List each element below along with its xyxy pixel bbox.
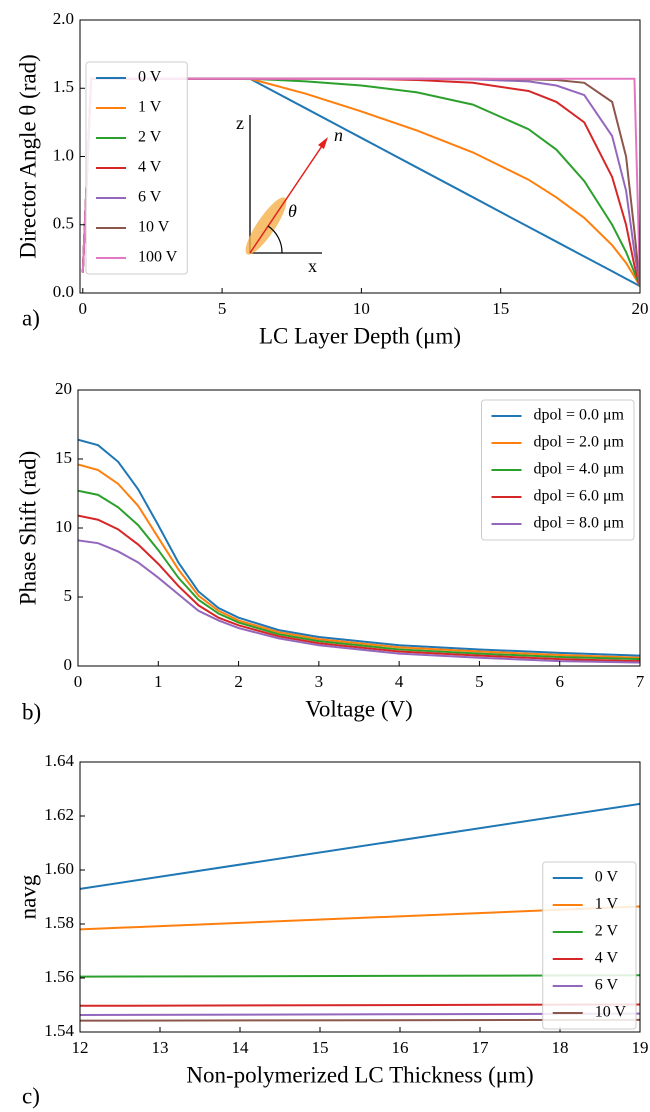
panel-label: c) [22,1083,40,1108]
x-axis-label: LC Layer Depth (μm) [259,323,461,348]
x-tick-label: 3 [315,672,324,691]
legend-label: dpol = 0.0 μm [534,407,625,424]
y-tick-label: 1.60 [44,859,74,878]
legend-label: 100 V [138,249,178,266]
panel-label: b) [22,699,41,724]
x-tick-label: 5 [475,672,484,691]
x-tick-label: 19 [632,1038,649,1057]
x-tick-label: 6 [555,672,564,691]
x-tick-label: 15 [312,1038,329,1057]
x-tick-label: 5 [218,299,227,318]
y-tick-label: 1.62 [44,805,74,824]
data-line [78,463,640,659]
x-axis-label: Voltage (V) [305,696,413,721]
inset-director [249,145,323,254]
legend-label: 6 V [138,189,162,206]
legend-label: 4 V [595,950,619,967]
y-tick-label: 10 [55,517,72,536]
y-tick-label: 1.0 [53,145,74,164]
y-tick-label: 1.58 [44,913,74,932]
legend: 0 V 1 V 2 V 4 V 6 V 10 V 100 V [85,61,188,275]
x-tick-label: 7 [636,672,645,691]
x-tick-label: 14 [232,1038,250,1057]
data-line [78,514,640,663]
x-axis-label: Non-polymerized LC Thickness (μm) [186,1062,533,1087]
inset-label: z [236,113,244,133]
legend-label: 0 V [138,69,162,86]
inset-label: x [308,256,317,276]
inset-angle-arc [267,225,283,254]
y-tick-label: 20 [55,379,72,398]
data-line [78,489,640,661]
y-axis-label: Director Angle θ (rad) [15,54,40,259]
data-line [78,539,640,664]
legend-label: dpol = 2.0 μm [534,434,625,451]
y-tick-label: 1.5 [53,77,74,96]
inset-label: θ [288,201,297,221]
x-tick-label: 12 [72,1038,89,1057]
legend-label: 2 V [138,129,162,146]
inset-label: n [334,125,343,145]
x-tick-label: 10 [353,299,370,318]
legend-label: dpol = 6.0 μm [534,488,625,505]
y-tick-label: 2.0 [53,9,74,28]
legend-label: dpol = 8.0 μm [534,515,625,532]
x-tick-label: 0 [74,672,83,691]
y-tick-label: 0 [64,655,73,674]
axes-frame [79,761,641,1033]
chart: 0 5 10 15 20 0.0 0.5 1.0 1.5 2.0 LC Layer Depth (μ… [15,9,648,348]
x-tick-label: 15 [492,299,509,318]
legend-frame [542,861,637,1030]
legend-label: 1 V [138,99,162,116]
legend-label: 10 V [138,219,170,236]
legend-label: dpol = 4.0 μm [534,461,625,478]
data-line [80,802,640,890]
legend-frame [85,61,188,275]
y-tick-label: 1.64 [44,751,74,770]
x-tick-label: 16 [392,1038,409,1057]
y-axis-label: Phase Shift (rad) [15,451,40,606]
legend-label: 10 V [595,1004,627,1021]
legend-label: 4 V [138,159,162,176]
y-tick-label: 0.5 [53,214,74,233]
x-tick-label: 2 [234,672,243,691]
legend-label: 2 V [595,923,619,940]
y-tick-label: 1.56 [44,967,74,986]
x-tick-label: 20 [632,299,649,318]
inset-molecule [245,197,287,255]
y-tick-label: 5 [64,586,73,605]
x-tick-label: 13 [152,1038,169,1057]
x-tick-label: 1 [154,672,163,691]
legend: dpol = 0.0 μm dpol = 2.0 μm dpol = 4.0 μm d… [481,399,635,541]
y-tick-label: 0.0 [53,282,74,301]
x-tick-label: 0 [79,299,88,318]
y-axis-label: navg [15,874,40,919]
chart: 12 13 14 15 16 17 18 19 1.54 1.56 1.58 1.60 1.62 1.64… [15,751,648,1108]
x-tick-label: 4 [395,672,404,691]
x-tick-label: 18 [552,1038,569,1057]
x-tick-label: 17 [472,1038,490,1057]
legend-label: 1 V [595,896,619,913]
legend-label: 6 V [595,977,619,994]
plot-area [78,438,640,664]
chart: 0 1 2 3 4 5 6 7 0 5 10 15 20 Voltage (V) Phase Shift (… [15,379,644,724]
y-tick-label: 15 [55,448,72,467]
panel-label: a) [22,305,40,330]
inset-diagram: z x n θ [236,113,343,276]
legend: 0 V 1 V 2 V 4 V 6 V 10 V [542,861,637,1030]
legend-frame [481,399,635,541]
y-tick-label: 1.54 [44,1021,74,1040]
legend-label: 0 V [595,869,619,886]
data-line [78,438,640,657]
inset-arrowhead [318,137,328,149]
